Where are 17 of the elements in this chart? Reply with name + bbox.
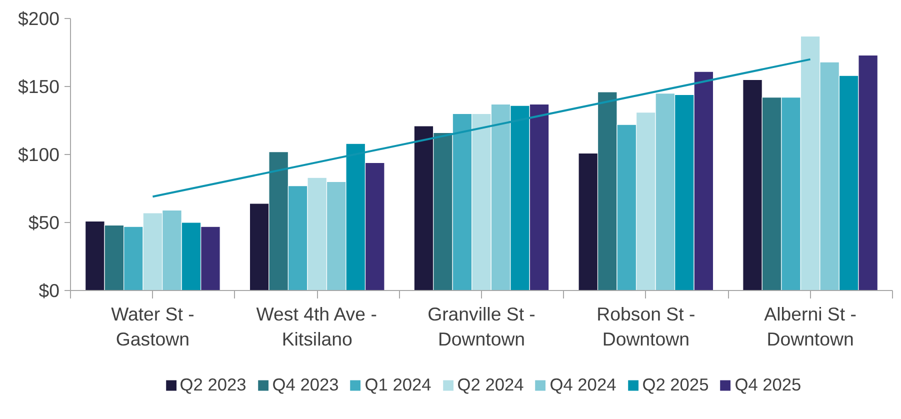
y-tick-label: $50 <box>28 212 60 233</box>
y-tick-label: $100 <box>18 144 60 165</box>
legend-label: Q2 2023 <box>180 374 246 396</box>
legend-label: Q4 2023 <box>272 374 339 396</box>
y-tick-label: $150 <box>18 76 60 97</box>
y-tick-label: $200 <box>18 8 60 29</box>
legend-label: Q4 2024 <box>550 374 616 396</box>
y-tick-label: $0 <box>38 280 60 301</box>
legend-label: Q1 2024 <box>364 374 432 396</box>
x-tick-label: West 4th Ave - Kitsilano <box>256 304 377 350</box>
x-tick-label: Robson St - Downtown <box>596 304 696 350</box>
x-tick-label: Alberni St - Downtown <box>764 304 856 350</box>
legend-label: Q2 2025 <box>642 374 709 396</box>
legend-label: Q4 2025 <box>734 374 802 396</box>
x-tick-label: Granville St - Downtown <box>428 304 536 350</box>
legend-label: Q2 2024 <box>457 374 524 396</box>
x-tick-label: Water St - Gastown <box>111 304 194 350</box>
